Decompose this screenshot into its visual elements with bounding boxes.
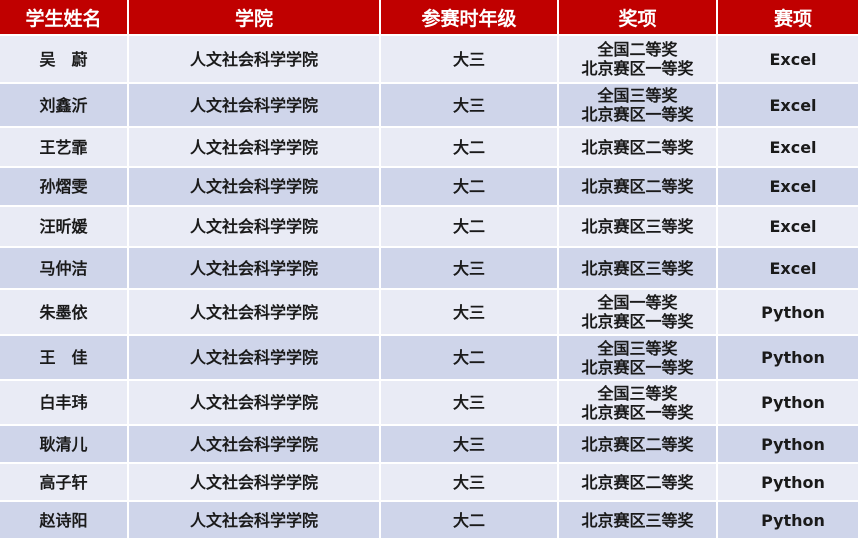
table-row: 赵诗阳 人文社会科学学院 大二 北京赛区三等奖 Python — [0, 502, 858, 538]
college: 人文社会科学学院 — [129, 464, 379, 500]
event: Python — [718, 336, 858, 379]
event: Python — [718, 426, 858, 462]
student-name: 白丰玮 — [0, 381, 127, 424]
header-event: 赛项 — [718, 0, 858, 34]
award-line: 北京赛区一等奖 — [581, 59, 694, 78]
award-line: 北京赛区一等奖 — [581, 105, 694, 124]
college: 人文社会科学学院 — [129, 128, 379, 166]
table-row: 王艺霏 人文社会科学学院 大二 北京赛区二等奖 Excel — [0, 128, 858, 166]
event: Excel — [718, 128, 858, 166]
student-name: 吴 蔚 — [0, 36, 127, 82]
header-college: 学院 — [129, 0, 379, 34]
award-line: 北京赛区一等奖 — [581, 312, 694, 331]
grade: 大三 — [381, 36, 557, 82]
event: Excel — [718, 207, 858, 246]
college: 人文社会科学学院 — [129, 36, 379, 82]
award: 全国一等奖 北京赛区一等奖 — [559, 290, 716, 334]
student-name: 孙熠雯 — [0, 168, 127, 205]
event: Excel — [718, 168, 858, 205]
award-line: 北京赛区一等奖 — [581, 357, 694, 377]
award: 北京赛区二等奖 — [559, 128, 716, 166]
student-name: 高子轩 — [0, 464, 127, 500]
grade: 大三 — [381, 464, 557, 500]
award-line: 北京赛区二等奖 — [581, 177, 694, 196]
college: 人文社会科学学院 — [129, 381, 379, 424]
event: Excel — [718, 84, 858, 126]
table-row: 高子轩 人文社会科学学院 大三 北京赛区二等奖 Python — [0, 464, 858, 500]
award-line: 北京赛区一等奖 — [581, 402, 694, 422]
award-line: 北京赛区三等奖 — [581, 258, 694, 278]
table-row: 耿清儿 人文社会科学学院 大三 北京赛区二等奖 Python — [0, 426, 858, 462]
header-grade: 参赛时年级 — [381, 0, 557, 34]
award-line: 北京赛区三等奖 — [581, 217, 694, 236]
award-line: 北京赛区三等奖 — [581, 510, 694, 530]
event: Python — [718, 464, 858, 500]
college: 人文社会科学学院 — [129, 207, 379, 246]
grade: 大二 — [381, 168, 557, 205]
award-line: 全国三等奖 — [597, 86, 678, 105]
event: Excel — [718, 36, 858, 82]
grade: 大三 — [381, 84, 557, 126]
award: 全国三等奖 北京赛区一等奖 — [559, 336, 716, 379]
grade: 大二 — [381, 207, 557, 246]
award-line: 全国三等奖 — [597, 383, 678, 403]
grade: 大二 — [381, 128, 557, 166]
header-row: 学生姓名 学院 参赛时年级 奖项 赛项 — [0, 0, 858, 34]
grade: 大二 — [381, 502, 557, 538]
table-row: 马仲洁 人文社会科学学院 大三 北京赛区三等奖 Excel — [0, 248, 858, 288]
grade: 大二 — [381, 336, 557, 379]
award: 北京赛区三等奖 — [559, 207, 716, 246]
college: 人文社会科学学院 — [129, 84, 379, 126]
table-row: 吴 蔚人文社会科学学院 大三 全国二等奖 北京赛区一等奖 Excel — [0, 36, 858, 82]
award: 北京赛区二等奖 — [559, 426, 716, 462]
table-row: 孙熠雯 人文社会科学学院 大二 北京赛区二等奖 Excel — [0, 168, 858, 205]
table-row: 刘鑫沂 人文社会科学学院 大三 全国三等奖 北京赛区一等奖 Excel — [0, 84, 858, 126]
table-row: 王 佳人文社会科学学院 大二 全国三等奖 北京赛区一等奖 Python — [0, 336, 858, 379]
student-name: 汪昕媛 — [0, 207, 127, 246]
student-name: 朱墨依 — [0, 290, 127, 334]
college: 人文社会科学学院 — [129, 248, 379, 288]
college: 人文社会科学学院 — [129, 502, 379, 538]
grade: 大三 — [381, 248, 557, 288]
college: 人文社会科学学院 — [129, 290, 379, 334]
award-line: 全国一等奖 — [597, 293, 678, 312]
award: 全国三等奖 北京赛区一等奖 — [559, 84, 716, 126]
student-name: 耿清儿 — [0, 426, 127, 462]
header-award: 奖项 — [559, 0, 716, 34]
event: Python — [718, 381, 858, 424]
grade: 大三 — [381, 381, 557, 424]
table-row: 朱墨依 人文社会科学学院 大三 全国一等奖 北京赛区一等奖 Python — [0, 290, 858, 334]
college: 人文社会科学学院 — [129, 336, 379, 379]
event: Excel — [718, 248, 858, 288]
student-name: 马仲洁 — [0, 248, 127, 288]
student-name: 王艺霏 — [0, 128, 127, 166]
student-name: 王 佳 — [0, 336, 127, 379]
award-line: 北京赛区二等奖 — [581, 434, 694, 454]
student-name: 赵诗阳 — [0, 502, 127, 538]
award-line: 全国二等奖 — [597, 40, 678, 59]
award-line: 北京赛区二等奖 — [581, 472, 694, 492]
award: 北京赛区三等奖 — [559, 248, 716, 288]
table-row: 白丰玮 人文社会科学学院 大三 全国三等奖 北京赛区一等奖 Python — [0, 381, 858, 424]
table-row: 汪昕媛 人文社会科学学院 大二 北京赛区三等奖 Excel — [0, 207, 858, 246]
event: Python — [718, 502, 858, 538]
award: 北京赛区三等奖 — [559, 502, 716, 538]
header-name: 学生姓名 — [0, 0, 127, 34]
award: 全国二等奖 北京赛区一等奖 — [559, 36, 716, 82]
grade: 大三 — [381, 426, 557, 462]
award: 北京赛区二等奖 — [559, 464, 716, 500]
award-line: 全国三等奖 — [597, 338, 678, 358]
award: 全国三等奖 北京赛区一等奖 — [559, 381, 716, 424]
student-name: 刘鑫沂 — [0, 84, 127, 126]
award-line: 北京赛区二等奖 — [581, 137, 694, 157]
award: 北京赛区二等奖 — [559, 168, 716, 205]
grade: 大三 — [381, 290, 557, 334]
college: 人文社会科学学院 — [129, 168, 379, 205]
college: 人文社会科学学院 — [129, 426, 379, 462]
event: Python — [718, 290, 858, 334]
